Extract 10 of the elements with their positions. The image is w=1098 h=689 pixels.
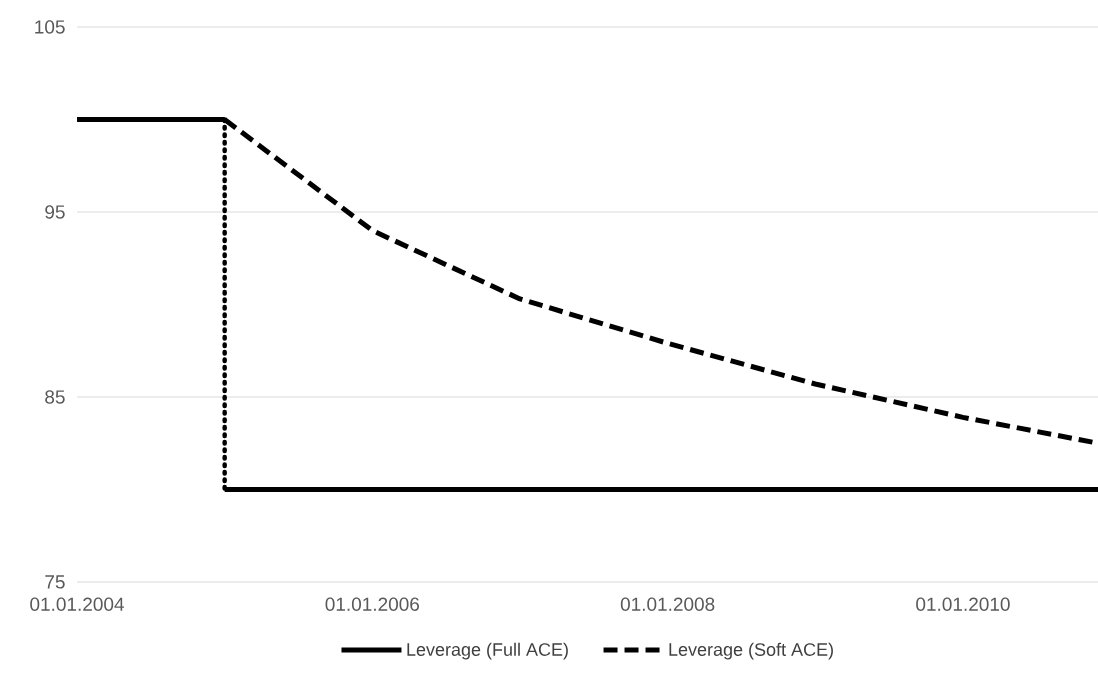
legend-label: Leverage (Full ACE) [407,642,568,660]
y-tick-label: 75 [45,575,65,589]
x-tick-label: 01.01.2004 [30,597,124,611]
y-tick-label: 95 [45,205,65,219]
x-tick-label: 01.01.2006 [325,597,420,611]
x-tick-label: 01.01.2008 [620,597,715,611]
legend-label: Leverage (Soft ACE) [669,642,833,660]
y-tick-label: 85 [45,390,65,404]
x-tick-label: 01.01.2010 [916,597,1010,611]
y-tick-label: 105 [35,20,65,34]
